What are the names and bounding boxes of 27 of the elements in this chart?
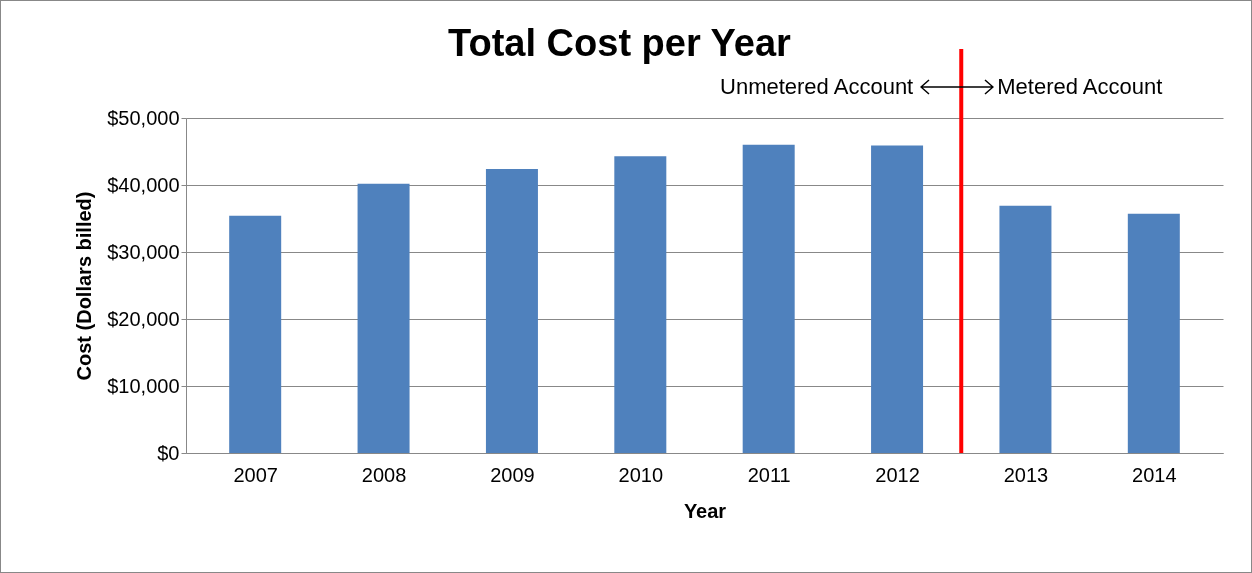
bar bbox=[1127, 213, 1180, 453]
x-tick-label: 2010 bbox=[618, 463, 664, 486]
x-tick-label: 2009 bbox=[490, 463, 535, 486]
y-tick-label: $30,000 bbox=[107, 240, 180, 263]
x-tick-label: 2011 bbox=[747, 463, 791, 486]
bar bbox=[742, 144, 795, 453]
y-tick-label: $20,000 bbox=[107, 307, 180, 330]
y-tick-label: $50,000 bbox=[107, 106, 180, 129]
x-tick-label: 2014 bbox=[1132, 463, 1177, 486]
bar bbox=[614, 156, 667, 453]
bar bbox=[999, 205, 1052, 453]
y-tick-label: $40,000 bbox=[107, 173, 180, 196]
text: Metered Account bbox=[997, 74, 1163, 99]
x-tick-label: 2007 bbox=[233, 463, 278, 486]
text: Unmetered Account bbox=[720, 74, 914, 99]
y-tick-label: $10,000 bbox=[107, 374, 180, 397]
bar bbox=[485, 168, 538, 453]
x-tick-label: 2013 bbox=[1003, 463, 1049, 486]
y-axis-title: Cost (Dollars billed) bbox=[73, 191, 96, 381]
bar bbox=[871, 145, 924, 453]
bar bbox=[229, 215, 282, 453]
x-tick-label: 2012 bbox=[875, 463, 920, 486]
bar bbox=[357, 183, 410, 453]
x-axis-title: Year bbox=[683, 499, 727, 522]
y-tick-label: $0 bbox=[157, 441, 180, 464]
chart-title: Total Cost per Year bbox=[448, 22, 792, 64]
x-tick-label: 2008 bbox=[361, 463, 407, 486]
